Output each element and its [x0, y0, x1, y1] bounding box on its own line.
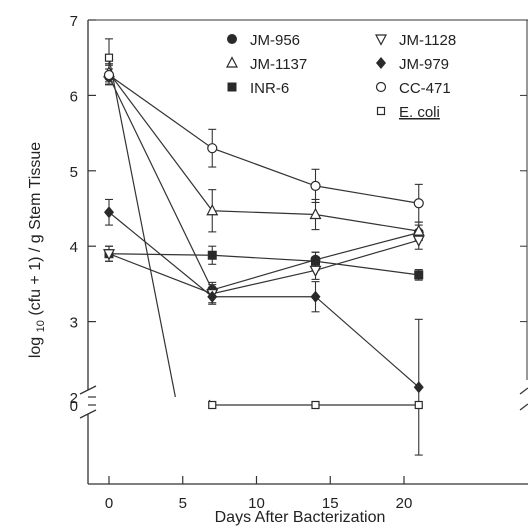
y-tick-label: 2	[70, 390, 78, 407]
series-line-jm-956	[108, 76, 419, 291]
legend: JM-956 JM-1137 INR-6 JM-1128 JM-979 CC-471 E. …	[226, 32, 456, 121]
legend-marker-jm-1128	[375, 34, 387, 46]
point-jm-979	[413, 381, 424, 394]
point-cc-471	[103, 69, 115, 81]
point-cc-471	[310, 180, 321, 191]
x-tick-label: 0	[105, 495, 113, 512]
point-cc-471	[207, 143, 218, 154]
y-axis-label-subscript: 10	[35, 320, 47, 332]
legend-marker-e-coli	[376, 106, 386, 116]
y-axis-label-suffix: (cfu + 1) / g Stem Tissue	[27, 142, 44, 320]
point-e-coli	[104, 53, 114, 62]
x-tick-label: 10	[248, 495, 265, 512]
y-axis-label: log 10 (cfu + 1) / g Stem Tissue	[27, 142, 47, 358]
right-break-mark-lower	[519, 403, 528, 411]
legend-marker-jm-979	[376, 57, 386, 69]
legend-label-jm-1128: JM-1128	[399, 32, 456, 49]
series-line-jm-979	[108, 211, 420, 388]
legend-label-jm-1137: JM-1137	[250, 56, 307, 73]
legend-label-e-coli: E. coli	[399, 104, 440, 121]
point-e-coli	[208, 400, 217, 410]
legend-label-cc-471: CC-471	[399, 80, 451, 97]
x-tick-label: 20	[396, 495, 413, 512]
series-line-e-coli	[108, 57, 176, 398]
legend-label-jm-956: JM-956	[250, 32, 300, 49]
right-break-mark-upper	[519, 387, 528, 395]
y-tick-label: 3	[70, 315, 78, 332]
y-tick-label: 4	[70, 239, 78, 256]
point-jm-1128	[412, 235, 425, 247]
point-inr-6	[414, 270, 424, 280]
x-tick-label: 5	[179, 495, 187, 512]
point-jm-1128	[309, 265, 322, 278]
series-line-jm-1137	[108, 72, 419, 232]
point-jm-979	[104, 206, 114, 219]
point-jm-1137	[412, 224, 425, 236]
point-jm-979	[310, 290, 321, 303]
legend-marker-jm-1137	[226, 56, 238, 68]
x-tick-label: 15	[322, 495, 339, 512]
x-axis-label: Days After Bacterization	[215, 509, 386, 526]
legend-label-jm-979: JM-979	[399, 56, 449, 73]
y-axis-label-prefix: log	[27, 332, 44, 358]
point-jm-1128	[103, 249, 115, 261]
series-lines	[108, 57, 420, 406]
point-jm-979	[207, 290, 218, 303]
legend-label-inr-6: INR-6	[250, 80, 289, 97]
axis-break-mark-lower	[79, 409, 97, 419]
axes	[79, 19, 528, 485]
y-tick-label: 7	[70, 13, 78, 30]
point-e-coli	[414, 400, 423, 410]
legend-marker-jm-956	[227, 34, 237, 44]
y-tick-label: 0	[70, 398, 78, 415]
legend-marker-inr-6	[227, 82, 237, 92]
series-line-jm-1128	[108, 239, 419, 295]
legend-marker-cc-471	[375, 81, 387, 93]
y-tick-label: 5	[70, 164, 78, 181]
point-jm-1137	[309, 207, 322, 220]
series-line-cc-471	[108, 74, 419, 204]
error-bars	[105, 38, 423, 456]
point-inr-6	[207, 250, 217, 260]
point-jm-1137	[206, 203, 219, 216]
point-e-coli	[311, 400, 320, 410]
point-inr-6	[311, 256, 320, 266]
markers	[103, 53, 425, 410]
axis-break-mark-upper	[79, 385, 97, 395]
point-cc-471	[413, 198, 424, 209]
y-tick-label: 6	[70, 88, 78, 105]
